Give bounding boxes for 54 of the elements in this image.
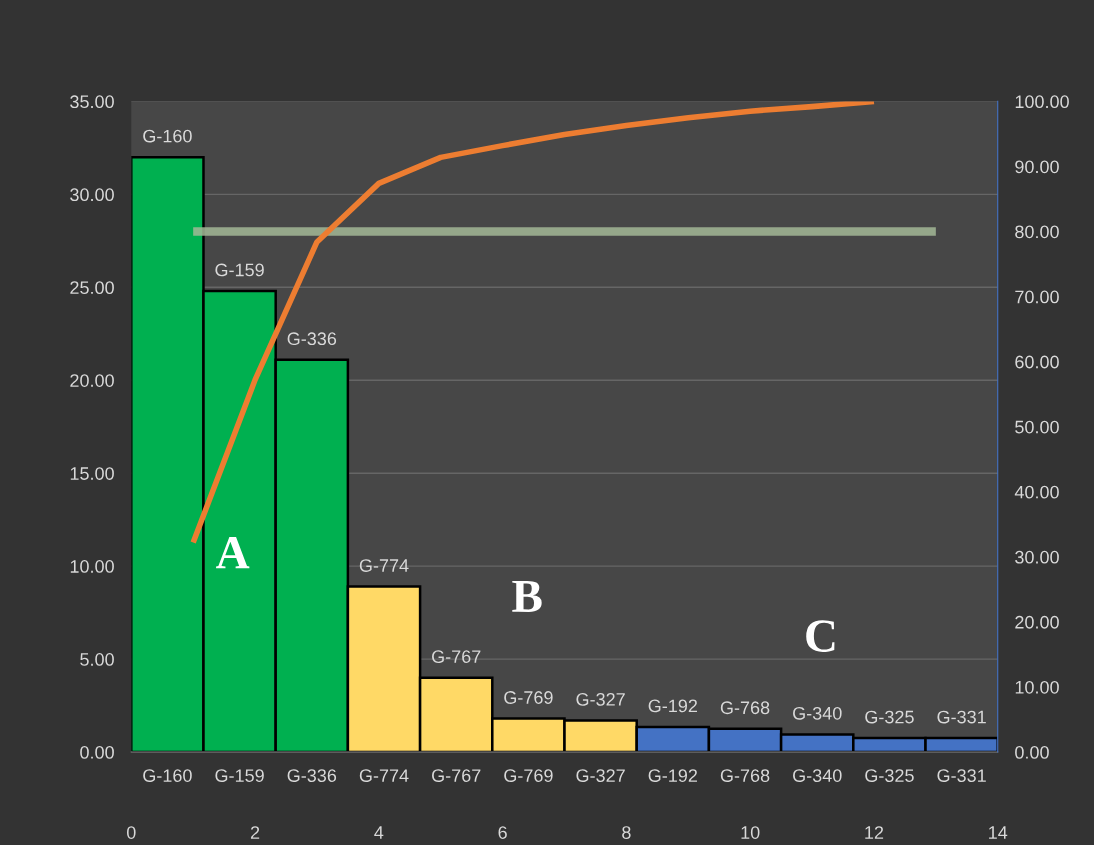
y-tick-label: 35.00: [70, 95, 114, 109]
y-tick-label: 0.00: [80, 745, 114, 759]
x-tick-label: G-331: [937, 769, 986, 782]
data-label: G-769: [504, 691, 553, 704]
x-tick-label: 6: [498, 826, 507, 839]
data-label: G-325: [865, 710, 914, 724]
x-tick-label: 12: [865, 826, 884, 839]
x-tick-label: G-336: [287, 769, 337, 782]
y-tick-label: 50.00: [1015, 420, 1059, 434]
annotation: B: [512, 580, 542, 612]
data-label: G-327: [576, 692, 625, 706]
annotation: C: [806, 620, 835, 652]
data-label: G-774: [359, 559, 409, 572]
x-tick-label: 8: [622, 826, 631, 839]
data-label: G-336: [287, 332, 337, 346]
x-tick-label: G-769: [504, 769, 553, 782]
y-tick-label: 10.00: [1015, 680, 1059, 694]
y-tick-label: 100.00: [1015, 95, 1069, 109]
x-tick-label: G-768: [720, 769, 770, 782]
y-tick-label: 30.00: [70, 188, 114, 202]
x-tick-label: G-159: [215, 769, 264, 782]
annotation: A: [216, 537, 250, 569]
y-tick-label: 60.00: [1015, 355, 1059, 369]
y-tick-label: 5.00: [80, 653, 114, 666]
x-tick-label: G-767: [432, 769, 481, 782]
y-tick-label: 40.00: [1014, 485, 1059, 499]
y-tick-label: 10.00: [70, 560, 114, 573]
y-tick-label: 20.00: [70, 374, 114, 387]
y-tick-label: 70.00: [1015, 290, 1059, 304]
x-tick-label: 4: [374, 826, 384, 839]
x-tick-label: 14: [989, 826, 1008, 839]
data-label: G-340: [793, 706, 842, 720]
y-tick-label: 90.00: [1015, 160, 1059, 174]
x-tick-label: G-774: [359, 769, 409, 782]
x-tick-label: G-160: [143, 769, 192, 782]
y-tick-label: 30.00: [1015, 550, 1059, 564]
x-tick-label: G-325: [865, 769, 914, 782]
y-tick-label: 0.00: [1015, 745, 1049, 759]
y-tick-label: 15.00: [70, 467, 114, 480]
x-tick-label: 0: [126, 826, 136, 839]
x-tick-label: G-327: [576, 769, 625, 782]
x-tick-label: G-340: [793, 769, 842, 782]
x-tick-label: 2: [250, 826, 260, 839]
data-label: G-192: [648, 699, 697, 713]
x-tick-label: G-192: [648, 769, 697, 782]
data-label: G-768: [720, 701, 770, 715]
data-label: G-160: [143, 129, 192, 143]
y-tick-label: 20.00: [1015, 615, 1059, 629]
data-label: G-331: [937, 710, 986, 724]
y-tick-label: 25.00: [70, 281, 114, 295]
data-label: G-159: [215, 263, 264, 277]
x-tick-label: 10: [741, 826, 760, 839]
data-label: G-767: [432, 650, 481, 664]
y-tick-label: 80.00: [1015, 225, 1059, 239]
